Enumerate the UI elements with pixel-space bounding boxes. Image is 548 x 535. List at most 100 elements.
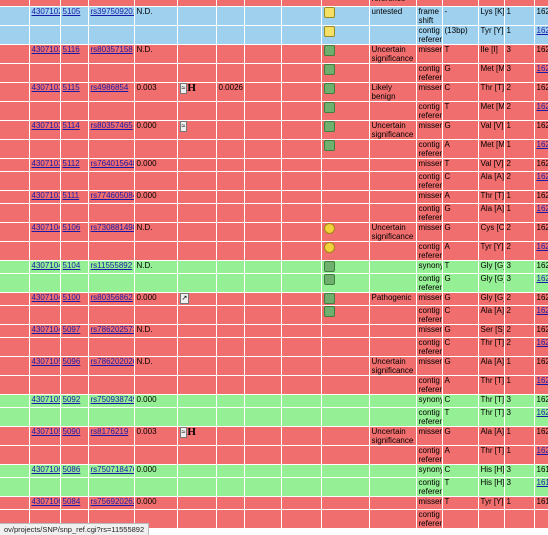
contig-position-cell[interactable]: 43071040 [29, 222, 61, 242]
aa-position-cell[interactable]: 1628 [534, 101, 548, 121]
mrna-position-cell[interactable]: 5114 [60, 120, 89, 140]
mrna-position-cell[interactable]: 5116 [60, 44, 89, 64]
contig-position-cell[interactable]: 43071036 [29, 190, 61, 204]
contig-position-cell[interactable]: 43071031 [29, 82, 61, 102]
rs-id-cell[interactable]: rs11555892 [88, 260, 135, 274]
rs-id-cell[interactable]: rs397509201 [88, 6, 135, 26]
mrna-position-link[interactable]: 5116 [62, 45, 80, 54]
contig-position-cell[interactable]: 43071030 [29, 44, 61, 64]
contig-position-link[interactable]: 43071030 [31, 45, 60, 54]
rs-id-cell[interactable]: rs4986854 [88, 82, 135, 102]
aa-position-link[interactable]: 1625 [536, 242, 548, 251]
aa-position-cell[interactable]: 1624 [534, 273, 548, 293]
aa-position-cell[interactable]: 1623 [534, 305, 548, 325]
rs-id-link[interactable]: rs750718476 [90, 465, 134, 474]
aa-position-link[interactable]: 1623 [536, 306, 548, 315]
contig-position-link[interactable]: 43071032 [31, 121, 60, 130]
mrna-position-cell[interactable]: 5106 [60, 222, 89, 242]
mrna-position-cell[interactable]: 5104 [60, 260, 89, 274]
aa-position-link[interactable]: 1622 [536, 376, 548, 385]
mrna-position-link[interactable]: 5112 [62, 159, 80, 168]
contig-position-link[interactable]: 43071029 [31, 7, 60, 16]
rs-id-cell[interactable]: rs764015648 [88, 158, 135, 172]
rs-id-link[interactable]: rs774605084 [90, 191, 134, 200]
mrna-position-cell[interactable]: 5096 [60, 356, 89, 376]
contig-position-cell[interactable]: 43071029 [29, 6, 61, 26]
aa-position-link[interactable]: 1624 [536, 274, 548, 283]
aa-position-cell[interactable]: 1622 [534, 375, 548, 395]
aa-position-cell[interactable]: 1625 [534, 241, 548, 261]
aa-position-cell[interactable]: 1627 [534, 171, 548, 191]
rs-id-cell[interactable]: rs750718476 [88, 464, 135, 478]
aa-position-link[interactable]: 1622 [536, 338, 548, 347]
contig-position-link[interactable]: 43071056 [31, 427, 60, 436]
rs-id-cell[interactable]: rs756920262 [88, 496, 135, 510]
mrna-position-link[interactable]: 5111 [62, 191, 80, 200]
contig-position-cell[interactable]: 43071062 [29, 496, 61, 510]
contig-position-cell[interactable]: 43071042 [29, 260, 61, 274]
rs-id-cell[interactable]: rs786202573 [88, 324, 135, 338]
contig-position-link[interactable]: 43071040 [31, 223, 60, 232]
contig-position-cell[interactable]: 43071060 [29, 464, 61, 478]
rs-id-cell[interactable]: rs80357465 [88, 120, 135, 140]
aa-position-cell[interactable]: 1627 [534, 203, 548, 223]
mrna-position-link[interactable]: 5104 [62, 261, 81, 270]
rs-id-link[interactable]: rs4986854 [90, 83, 129, 92]
aa-position-cell[interactable]: 1622 [534, 337, 548, 357]
mrna-position-link[interactable]: 5084 [62, 497, 81, 506]
rs-id-cell[interactable]: rs786202026 [88, 356, 135, 376]
mrna-position-cell[interactable]: 5097 [60, 324, 89, 338]
rs-id-link[interactable]: rs750938749 [90, 395, 134, 404]
mrna-position-cell[interactable]: 5090 [60, 426, 89, 446]
mrna-position-link[interactable]: 5086 [62, 465, 81, 474]
contig-position-cell[interactable]: 43071056 [29, 426, 61, 446]
contig-position-link[interactable]: 43071060 [31, 465, 60, 474]
rs-id-link[interactable]: rs11555892 [90, 261, 133, 270]
aa-position-cell[interactable]: 1625 [534, 25, 548, 45]
rs-id-link[interactable]: rs80357158 [90, 45, 133, 54]
aa-position-link[interactable]: 1628 [536, 64, 548, 73]
contig-position-link[interactable]: 43071031 [31, 83, 60, 92]
aa-position-cell[interactable]: 1620 [534, 445, 548, 465]
mrna-position-cell[interactable]: 5111 [60, 190, 89, 204]
rs-id-link[interactable]: rs756920262 [90, 497, 134, 506]
mrna-position-link[interactable]: 5105 [62, 7, 81, 16]
aa-position-cell[interactable]: 1618 [534, 477, 548, 497]
mrna-position-cell[interactable]: 5100 [60, 292, 89, 306]
mrna-position-link[interactable]: 5090 [62, 427, 81, 436]
rs-id-link[interactable]: rs786202573 [90, 325, 134, 334]
mrna-position-cell[interactable]: 5105 [60, 6, 89, 26]
rs-id-cell[interactable]: rs750938749 [88, 394, 135, 408]
mrna-position-link[interactable]: 5100 [62, 293, 81, 302]
rs-id-link[interactable]: rs80357465 [90, 121, 133, 130]
aa-position-link[interactable]: 1628 [536, 140, 548, 149]
mrna-position-link[interactable]: 5097 [62, 325, 81, 334]
aa-position-link[interactable]: 1620 [536, 408, 548, 417]
contig-position-link[interactable]: 43071062 [31, 497, 60, 506]
contig-position-cell[interactable]: 43071034 [29, 158, 61, 172]
rs-id-link[interactable]: rs8176219 [90, 427, 129, 436]
contig-position-link[interactable]: 43071034 [31, 159, 60, 168]
mrna-position-cell[interactable]: 5112 [60, 158, 89, 172]
aa-position-link[interactable]: 1627 [536, 172, 548, 181]
contig-position-cell[interactable]: 43071032 [29, 120, 61, 140]
mrna-position-link[interactable]: 5114 [62, 121, 80, 130]
rs-id-cell[interactable]: rs8176219 [88, 426, 135, 446]
aa-position-link[interactable]: 1627 [536, 204, 548, 213]
contig-position-cell[interactable]: 43071049 [29, 324, 61, 338]
rs-id-link[interactable]: rs80356862 [90, 293, 133, 302]
contig-position-link[interactable]: 43071042 [31, 261, 60, 270]
rs-id-link[interactable]: rs730881498 [90, 223, 134, 232]
contig-position-cell[interactable]: 43071054 [29, 394, 61, 408]
rs-id-link[interactable]: rs786202026 [90, 357, 134, 366]
contig-position-link[interactable]: 43071036 [31, 191, 60, 200]
aa-position-link[interactable]: 1628 [536, 102, 548, 111]
rs-id-link[interactable]: rs764015648 [90, 159, 134, 168]
rs-id-cell[interactable]: rs774605084 [88, 190, 135, 204]
aa-position-cell[interactable]: 1628 [534, 139, 548, 159]
aa-position-link[interactable]: 1620 [536, 446, 548, 455]
aa-position-cell[interactable]: 1620 [534, 407, 548, 427]
rs-id-cell[interactable]: rs730881498 [88, 222, 135, 242]
